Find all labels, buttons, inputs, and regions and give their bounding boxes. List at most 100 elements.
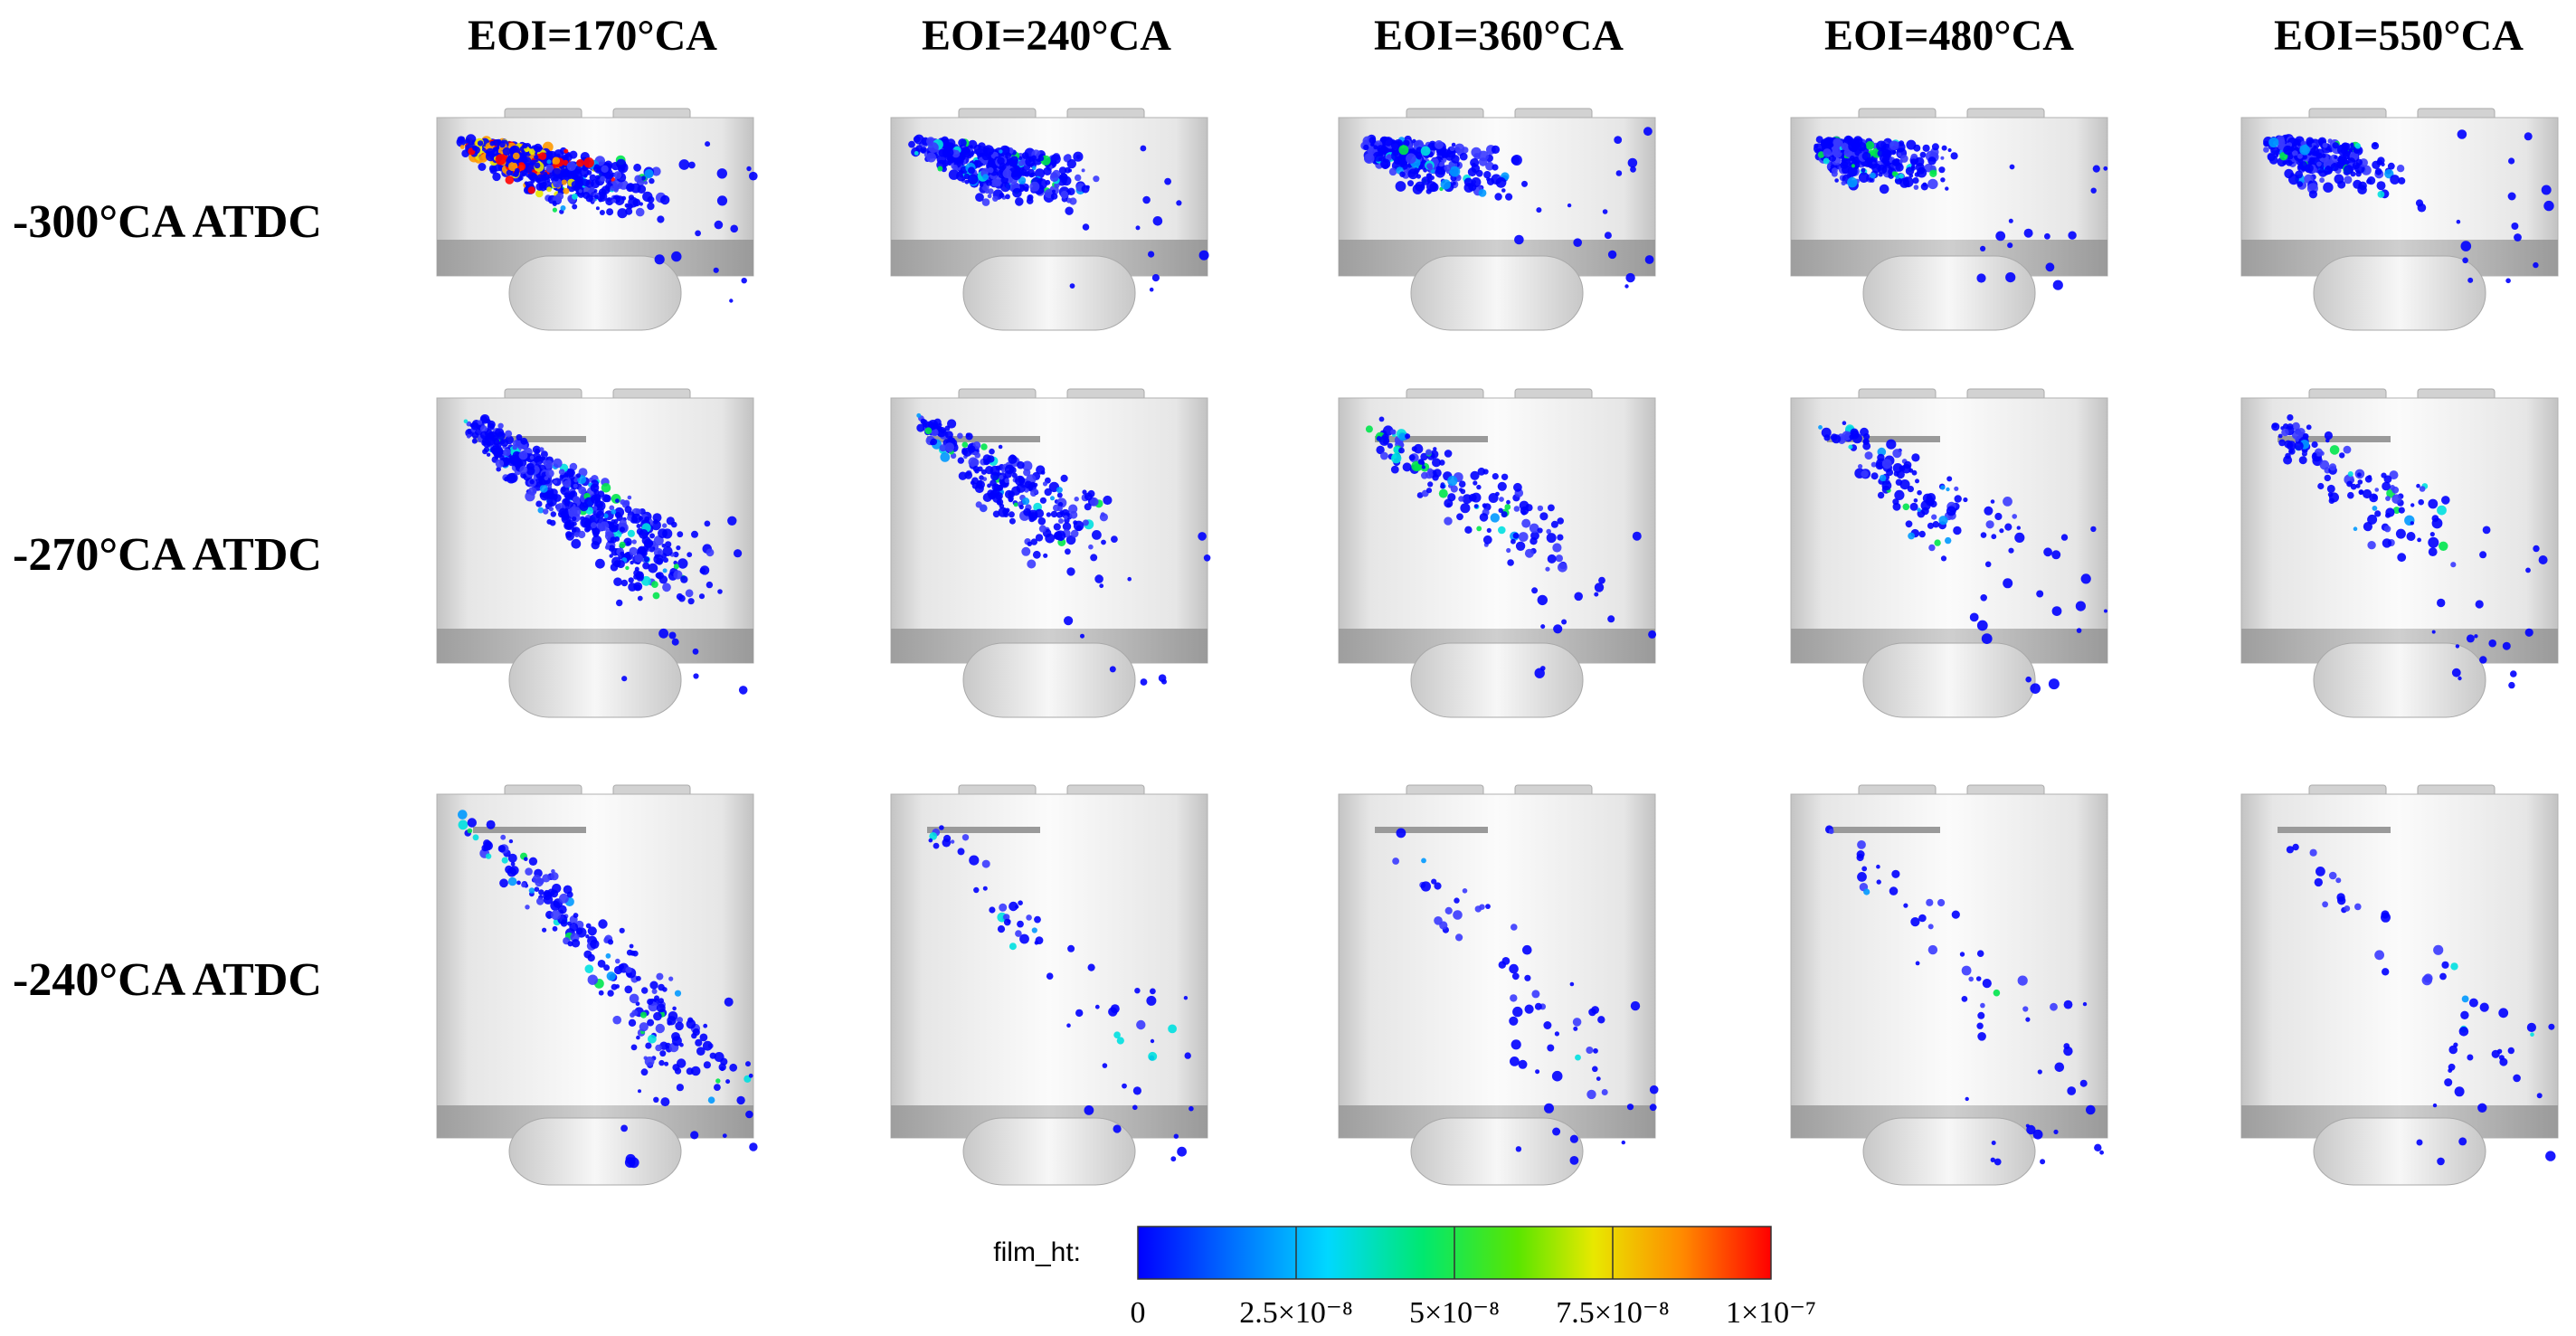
film-droplet xyxy=(1968,976,1974,982)
film-droplet xyxy=(1451,155,1460,164)
film-droplet xyxy=(1392,858,1399,865)
film-droplet xyxy=(627,529,636,537)
film-droplet xyxy=(1847,176,1858,188)
film-droplet xyxy=(516,434,523,441)
film-droplet xyxy=(520,471,527,479)
film-droplet xyxy=(1907,486,1914,493)
film-droplet xyxy=(464,138,471,145)
film-droplet xyxy=(1861,167,1866,173)
film-droplet xyxy=(603,964,611,971)
film-droplet xyxy=(1380,451,1388,460)
film-droplet xyxy=(658,1059,665,1066)
film-droplet xyxy=(2366,178,2372,185)
film-droplet xyxy=(1026,914,1032,921)
film-droplet xyxy=(1980,532,1987,538)
film-droplet xyxy=(2040,1159,2046,1165)
film-droplet xyxy=(982,174,989,181)
film-droplet xyxy=(1841,157,1852,168)
film-droplet xyxy=(2450,962,2458,971)
film-droplet xyxy=(1504,504,1511,510)
film-droplet xyxy=(1490,513,1501,523)
film-droplet xyxy=(968,166,975,175)
film-droplet xyxy=(620,551,625,556)
film-droplet xyxy=(584,497,594,507)
film-droplet xyxy=(472,834,479,841)
film-droplet xyxy=(1945,536,1952,545)
film-droplet xyxy=(1084,503,1092,511)
film-droplet xyxy=(636,1035,640,1040)
film-droplet xyxy=(582,178,590,187)
film-droplet xyxy=(2507,1047,2514,1055)
sim-panel-r3-c3 xyxy=(1338,784,1659,1186)
film-droplet xyxy=(983,145,994,156)
film-droplet xyxy=(1938,166,1946,174)
film-droplet xyxy=(2278,439,2286,447)
film-droplet xyxy=(1501,511,1508,518)
film-droplet xyxy=(525,905,530,910)
film-droplet xyxy=(1980,594,1987,602)
film-droplet xyxy=(1876,879,1881,885)
film-droplet xyxy=(2498,1008,2509,1019)
film-droplet xyxy=(2322,142,2328,148)
film-droplet xyxy=(749,1142,758,1151)
film-droplet xyxy=(1015,930,1022,937)
film-droplet xyxy=(2350,483,2357,490)
film-droplet xyxy=(2524,132,2533,141)
film-droplet xyxy=(489,154,494,158)
film-droplet xyxy=(620,526,625,533)
film-droplet xyxy=(1604,232,1612,240)
film-droplet xyxy=(690,1131,699,1140)
film-droplet xyxy=(2344,165,2353,175)
film-droplet xyxy=(1434,140,1444,149)
film-droplet xyxy=(535,500,543,507)
film-droplet xyxy=(1544,1103,1554,1113)
film-droplet xyxy=(1003,914,1010,921)
film-droplet xyxy=(1043,166,1052,175)
film-droplet xyxy=(2297,181,2303,187)
film-droplet xyxy=(566,161,576,171)
film-droplet xyxy=(1877,149,1885,157)
film-droplet xyxy=(734,549,743,558)
film-droplet xyxy=(1413,443,1424,454)
film-droplet xyxy=(2337,180,2346,189)
film-droplet xyxy=(1458,496,1464,502)
film-droplet xyxy=(2271,422,2280,431)
film-droplet xyxy=(1537,594,1548,606)
film-droplet xyxy=(563,479,572,488)
film-droplet xyxy=(506,169,513,176)
film-droplet xyxy=(671,638,679,646)
film-droplet xyxy=(1065,166,1071,174)
film-droplet xyxy=(1649,1085,1659,1094)
film-droplet xyxy=(1912,177,1919,185)
film-droplet xyxy=(604,545,611,550)
film-droplet xyxy=(662,546,673,556)
film-droplet xyxy=(2287,414,2294,422)
film-droplet xyxy=(915,145,923,152)
film-droplet xyxy=(1365,425,1373,433)
film-droplet xyxy=(1164,177,1171,185)
film-droplet xyxy=(2032,1129,2043,1140)
film-droplet xyxy=(637,595,643,602)
film-droplet xyxy=(1004,478,1009,484)
film-droplet xyxy=(2315,456,2320,461)
injector-plate xyxy=(2278,436,2391,442)
film-droplet xyxy=(2286,846,2294,854)
film-droplet xyxy=(2416,483,2420,488)
film-droplet xyxy=(1870,472,1879,480)
film-droplet xyxy=(611,983,618,990)
film-droplet xyxy=(1940,485,1946,490)
film-droplet xyxy=(2385,507,2395,517)
film-droplet xyxy=(459,136,465,142)
film-droplet xyxy=(1056,492,1063,498)
film-droplet xyxy=(2372,506,2378,511)
film-droplet xyxy=(1416,492,1424,498)
film-droplet xyxy=(620,1124,628,1132)
film-droplet xyxy=(2104,609,2107,613)
film-droplet xyxy=(1536,207,1542,213)
film-droplet xyxy=(677,1017,683,1024)
film-droplet xyxy=(510,459,516,465)
film-droplet xyxy=(607,939,614,945)
film-droplet xyxy=(714,220,724,230)
film-droplet xyxy=(1018,176,1027,185)
film-droplet xyxy=(656,1003,666,1013)
